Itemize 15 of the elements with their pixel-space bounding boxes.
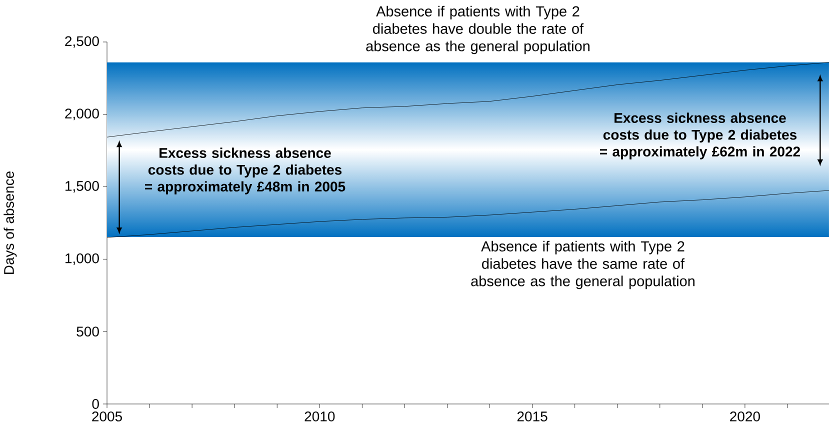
y-axis-title: Days of absence bbox=[4, 171, 17, 274]
x-tick-label: 2020 bbox=[730, 412, 760, 422]
x-tick-label: 2015 bbox=[517, 412, 548, 422]
annotation: Excess sickness absence costs due to Type 2 diabetes = approximately £62m in 2022 bbox=[600, 112, 800, 160]
annotation: Absence if patients with Type 2 diabetes have double the rate of absence as the general population bbox=[366, 6, 590, 54]
y-tick-label: 2,000 bbox=[65, 108, 99, 120]
y-tick-label: 1,500 bbox=[66, 180, 99, 193]
y-tick-label: 500 bbox=[76, 326, 99, 337]
y-tick-label: 2,500 bbox=[65, 36, 99, 48]
annotation: Excess sickness absence costs due to Type 2 diabetes = approximately £48m in 2005 bbox=[145, 148, 346, 194]
x-tick-label: 2010 bbox=[304, 412, 335, 422]
y-tick-label: 0 bbox=[92, 399, 99, 409]
annotation: Absence if patients with Type 2 diabetes have the same rate of absence as the general population bbox=[471, 240, 694, 290]
x-tick-label: 2005 bbox=[92, 412, 122, 422]
y-tick-label: 1,000 bbox=[66, 253, 99, 265]
